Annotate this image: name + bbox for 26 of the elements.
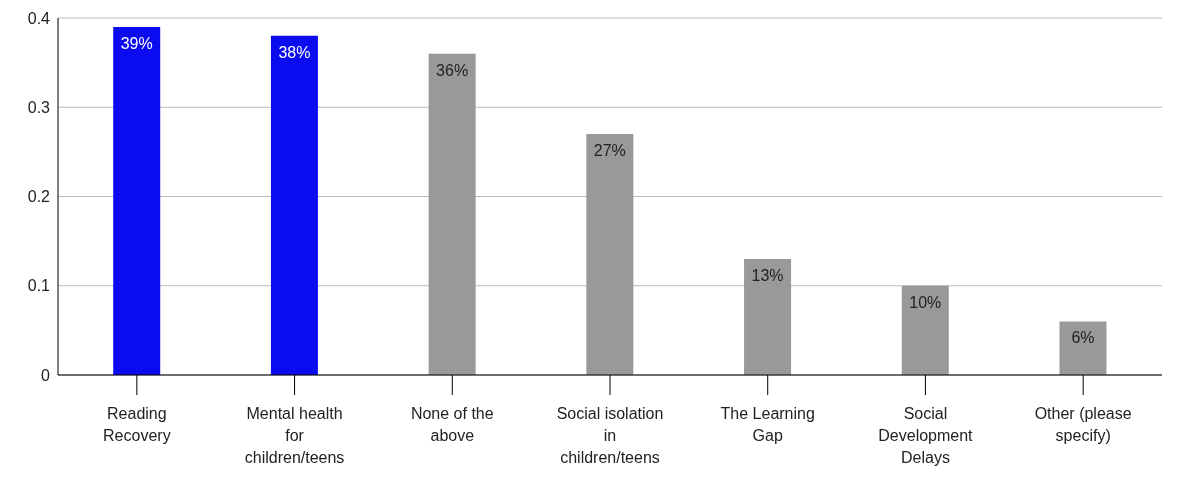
data-label: 13% xyxy=(751,266,784,284)
data-label: 27% xyxy=(593,142,626,160)
bar xyxy=(744,258,792,375)
bar xyxy=(113,26,161,375)
data-label: 38% xyxy=(278,43,311,61)
bar xyxy=(586,134,634,375)
x-tick-label: Social isolation in children/teens xyxy=(556,405,664,466)
x-tick-label: The Learning Gap xyxy=(720,405,815,444)
y-tick-label: 0.4 xyxy=(27,9,51,27)
y-tick-label: 0.1 xyxy=(27,277,51,295)
bar xyxy=(270,35,318,375)
y-tick-label: 0.3 xyxy=(27,98,51,116)
bar xyxy=(428,53,476,375)
y-tick-label: 0.2 xyxy=(27,188,51,206)
data-label: 10% xyxy=(909,293,942,311)
data-label: 36% xyxy=(436,61,469,79)
data-label: 39% xyxy=(120,34,153,52)
y-tick-label: 0 xyxy=(41,366,51,384)
bar xyxy=(1059,321,1107,375)
bar xyxy=(901,285,949,375)
x-tick-label: None of the above xyxy=(410,405,494,444)
x-tick-label: Reading Recovery xyxy=(103,405,171,444)
x-tick-label: Mental health for children/teens xyxy=(244,405,345,466)
x-tick-label: Other (please specify) xyxy=(1034,405,1132,444)
data-label: 6% xyxy=(1071,329,1095,347)
x-tick-label: Social Development Delays xyxy=(878,405,974,466)
